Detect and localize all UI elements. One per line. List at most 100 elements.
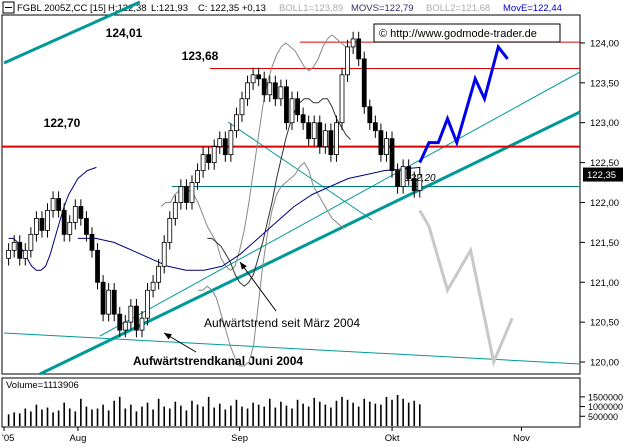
candle-body (411, 178, 417, 191)
candle (56, 191, 62, 218)
candle-body (6, 249, 12, 259)
header-movs: MOVS=122,79 (351, 3, 414, 14)
candle (189, 175, 195, 210)
volume-label: Volume=1113906 (6, 380, 79, 391)
x-axis: '05 Aug Sep Okt Nov (2, 427, 530, 444)
price-tick-label: 122,00 (590, 198, 619, 209)
moving-average-exponential-line-2 (77, 166, 421, 271)
candle (278, 79, 284, 106)
candle (6, 243, 12, 266)
candle (339, 67, 345, 130)
price-tick-label: 120,00 (590, 358, 619, 369)
candle (67, 215, 73, 242)
price-tick-label: 124,00 (590, 38, 619, 49)
candle (328, 123, 334, 162)
candle-body (339, 74, 345, 124)
candle-body (139, 317, 145, 331)
candle (172, 195, 178, 226)
header: FGBL 2005Z,CC [15] H:122,38 L:121,93 C: … (2, 1, 562, 14)
candle (200, 147, 206, 178)
candle (11, 235, 17, 258)
candle (145, 283, 150, 326)
candle-body (239, 98, 245, 116)
candle-body (250, 74, 256, 84)
channel-bottom-line (3, 332, 581, 365)
level-label-122-20: 122,20 (405, 173, 436, 184)
channel-arrow (163, 332, 197, 353)
candle-body (245, 82, 250, 100)
candle-body (278, 86, 284, 100)
candle-body (156, 265, 162, 283)
candle-body (328, 130, 334, 156)
candle (72, 199, 78, 230)
x-tick-label: '05 (2, 433, 14, 444)
candle (61, 203, 67, 242)
candle (117, 306, 123, 338)
candle (367, 99, 373, 130)
candle-body (39, 218, 45, 231)
candle-body (367, 106, 373, 124)
header-low: L:121,93 (151, 3, 188, 14)
candle-body (211, 146, 217, 163)
candle-body (167, 218, 173, 243)
candle (45, 203, 50, 238)
candle (195, 163, 200, 190)
candle (184, 179, 189, 210)
candle (134, 299, 139, 338)
volume-pane (1, 377, 581, 428)
candle-body (22, 249, 28, 259)
candle-body (117, 313, 123, 331)
candle-body (34, 218, 39, 235)
candle-body (222, 138, 228, 156)
candle (267, 75, 273, 102)
candle-body (384, 138, 389, 156)
bollinger-lower-line (198, 161, 347, 367)
price-tick-label: 123,50 (590, 78, 619, 89)
candle-body (334, 122, 339, 156)
price-axis: 120,00 120,50 121,00 121,50 122,00 122,50 123,… (580, 38, 623, 369)
candle (372, 115, 378, 138)
candle-body (272, 82, 278, 100)
candle-body (61, 210, 67, 235)
candle-body (256, 74, 262, 80)
candle-body (350, 38, 356, 48)
trend-arrow-head (240, 262, 247, 270)
volume-bars (7, 394, 421, 426)
price-tick-label: 123,00 (590, 118, 619, 129)
candle (311, 115, 317, 146)
last-price-marker: 122,35 (583, 167, 623, 182)
candle-body (206, 154, 212, 163)
x-tick-label: Okt (385, 433, 400, 444)
candle (111, 283, 117, 322)
candle (289, 91, 295, 130)
candle (22, 243, 28, 266)
candle-body (195, 170, 200, 183)
candle-body (78, 206, 84, 219)
candle (178, 179, 184, 210)
candle-body (234, 114, 239, 132)
candle (150, 275, 156, 298)
candle (384, 131, 389, 162)
level-label-123-68: 123,68 (182, 49, 219, 63)
candle (411, 171, 417, 198)
candle-body (200, 154, 206, 171)
candle (95, 243, 100, 290)
volume-tick-label: 1000000 (588, 402, 623, 412)
candle (261, 71, 267, 102)
header-boll1: BOLL1=123,89 (279, 3, 343, 14)
candle-body (284, 86, 289, 124)
copyright-text: © http://www.godmode-trader.de (379, 28, 537, 40)
candle-body (17, 241, 23, 259)
annotation-trend-march-2004: Aufwärtstrend seit März 2004 (204, 316, 360, 330)
candle-body (161, 241, 167, 267)
candle-body (178, 186, 184, 203)
candle (78, 199, 84, 226)
last-price-box (583, 167, 623, 182)
candle (284, 79, 289, 130)
volume-tick-label: 500000 (588, 412, 618, 422)
candle (317, 115, 323, 154)
candle-body (261, 78, 267, 96)
candle (228, 123, 234, 162)
